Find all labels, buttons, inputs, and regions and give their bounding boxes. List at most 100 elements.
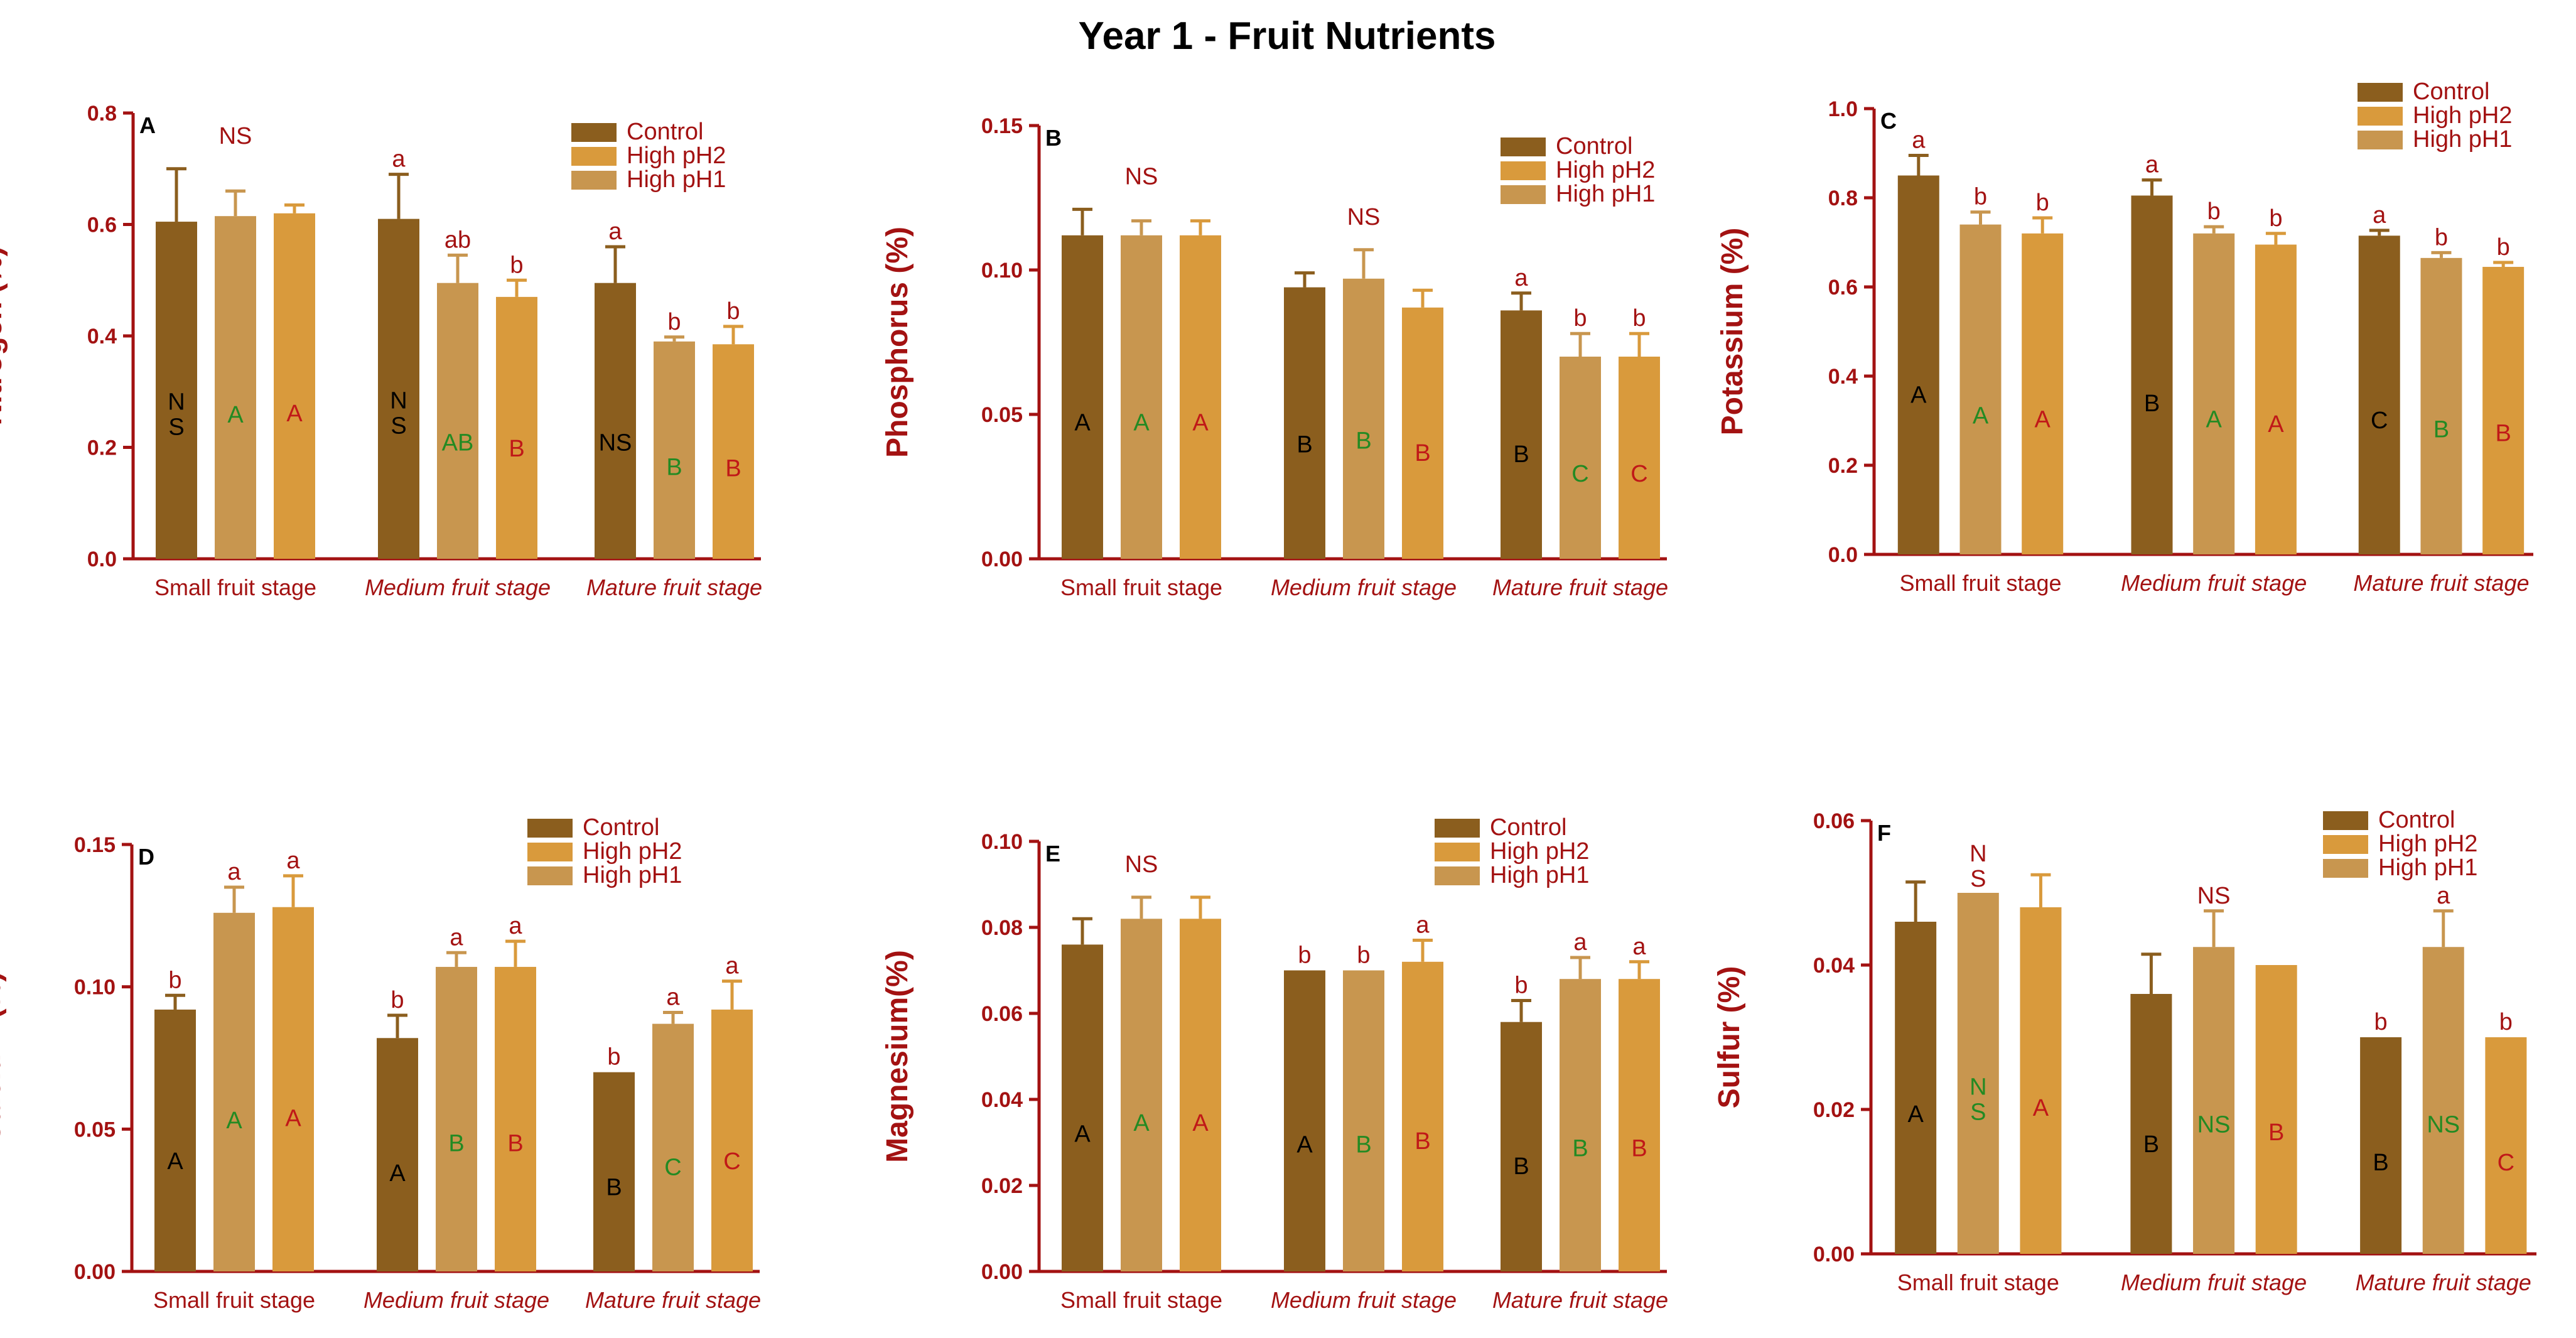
- bar-inner-label: AB: [442, 429, 474, 456]
- bar-inner-label: A: [226, 1108, 242, 1134]
- significance-letter: b: [726, 298, 740, 325]
- bar-inner-label: A: [167, 1148, 183, 1175]
- legend-swatch: [2358, 131, 2403, 149]
- bar: [713, 344, 754, 559]
- bar-inner-label: B: [1355, 1132, 1371, 1158]
- chart-panel-d: 0.00 0.05 0.10 0.15 Calcium (%) Db Aa Aa A Small …: [0, 814, 761, 1313]
- significance-letter: a: [1416, 912, 1430, 939]
- bar: [156, 222, 197, 559]
- bar-inner-label: B: [2433, 417, 2449, 443]
- bar: [1619, 357, 1660, 559]
- bar: [2422, 947, 2464, 1254]
- y-tick-label: 0.05: [981, 403, 1023, 427]
- bar: [2020, 907, 2062, 1254]
- significance-letter: b: [2435, 224, 2448, 251]
- x-tick-label: Small fruit stage: [1899, 570, 2061, 596]
- bar-inner-label: B: [1513, 441, 1529, 468]
- x-tick-label: Small fruit stage: [153, 1287, 315, 1313]
- bar-inner-label: A: [227, 402, 244, 428]
- legend-swatch: [527, 866, 573, 885]
- y-tick-label: 0.08: [981, 916, 1023, 940]
- bar-inner-label: B: [448, 1130, 464, 1157]
- x-tick-label: Small fruit stage: [154, 575, 316, 600]
- bar: [1062, 235, 1103, 559]
- bar-inner-label: A: [1133, 410, 1150, 436]
- legend-label: Control: [1490, 814, 1567, 841]
- bar: [1284, 970, 1325, 1271]
- significance-letter: a: [608, 219, 622, 245]
- figure-title: Year 1 - Fruit Nutrients: [1079, 14, 1496, 58]
- bar: [652, 1023, 694, 1271]
- annotation-ns: NS: [1125, 851, 1158, 878]
- significance-letter: b: [1298, 942, 1311, 969]
- bar-inner-label: B: [2143, 1131, 2159, 1158]
- significance-letter: b: [607, 1044, 620, 1071]
- bar: [1180, 919, 1221, 1271]
- x-tick-label: Small fruit stage: [1060, 575, 1222, 600]
- legend-label: High pH2: [2413, 102, 2512, 129]
- annotation-ns: NS: [1347, 204, 1381, 230]
- legend-label: High pH2: [627, 143, 726, 169]
- bar: [2420, 257, 2462, 554]
- bar-inner-label: B: [2144, 391, 2160, 417]
- bar-inner-label: C: [664, 1154, 681, 1180]
- significance-letter: a: [666, 984, 680, 1010]
- legend-swatch: [1501, 185, 1546, 204]
- y-tick-label: 0.15: [981, 114, 1023, 138]
- legend-label: Control: [583, 814, 660, 841]
- legend-label: High pH2: [1556, 157, 1655, 183]
- bar: [1957, 893, 1999, 1254]
- x-tick-label: Medium fruit stage: [364, 1287, 549, 1313]
- legend-swatch: [571, 171, 617, 190]
- bar: [495, 966, 536, 1271]
- significance-letter: a: [286, 848, 300, 874]
- legend-swatch: [1435, 843, 1480, 861]
- bar: [1121, 919, 1162, 1271]
- annotation-ns: NS: [219, 123, 252, 149]
- significance-letter: b: [1573, 305, 1587, 332]
- significance-letter: b: [510, 252, 523, 278]
- y-tick-label: 0.8: [1828, 186, 1858, 210]
- bar-inner-label: B: [1415, 1128, 1430, 1155]
- bar: [2193, 947, 2235, 1254]
- significance-letter: a: [392, 146, 406, 173]
- legend-swatch: [1501, 138, 1546, 156]
- y-axis-title: Nitrogen (%): [0, 246, 8, 425]
- panel-letter: C: [1880, 108, 1897, 134]
- legend-label: Control: [2378, 807, 2455, 833]
- significance-letter: b: [2036, 190, 2049, 216]
- significance-letter: b: [2497, 234, 2510, 261]
- significance-letter: a: [227, 859, 241, 885]
- bar: [154, 1009, 196, 1271]
- y-tick-label: 0.4: [1828, 365, 1858, 389]
- y-tick-label: 0.10: [981, 830, 1023, 854]
- significance-letter: a: [509, 913, 522, 939]
- bar-inner-label: A: [1192, 410, 1209, 436]
- bar: [2482, 267, 2525, 554]
- chart-panel-b: 0.00 0.05 0.10 0.15 Phosphorus (%) B A A A Small …: [881, 114, 1668, 600]
- bar: [2193, 233, 2235, 554]
- bar-inner-label: B: [1296, 431, 1312, 458]
- significance-letter: a: [2373, 202, 2386, 229]
- bar-inner-label: B: [606, 1175, 622, 1201]
- y-axis-title: Potassium (%): [1716, 228, 1749, 436]
- legend-swatch: [2323, 859, 2368, 878]
- legend-swatch: [2323, 811, 2368, 830]
- bar-inner-label: A: [2033, 1095, 2049, 1121]
- legend-label: High pH1: [1556, 181, 1655, 207]
- legend-label: Control: [627, 119, 704, 145]
- bar: [1402, 961, 1443, 1271]
- panel-letter: D: [138, 844, 154, 870]
- legend-swatch: [2323, 835, 2368, 854]
- y-tick-label: 0.0: [1828, 543, 1858, 567]
- bar: [711, 1009, 753, 1271]
- bar-inner-label: B: [1631, 1135, 1647, 1162]
- legend-swatch: [2358, 107, 2403, 126]
- bar: [2255, 244, 2297, 554]
- bar-inner-label: A: [1133, 1110, 1150, 1136]
- bar: [595, 283, 636, 559]
